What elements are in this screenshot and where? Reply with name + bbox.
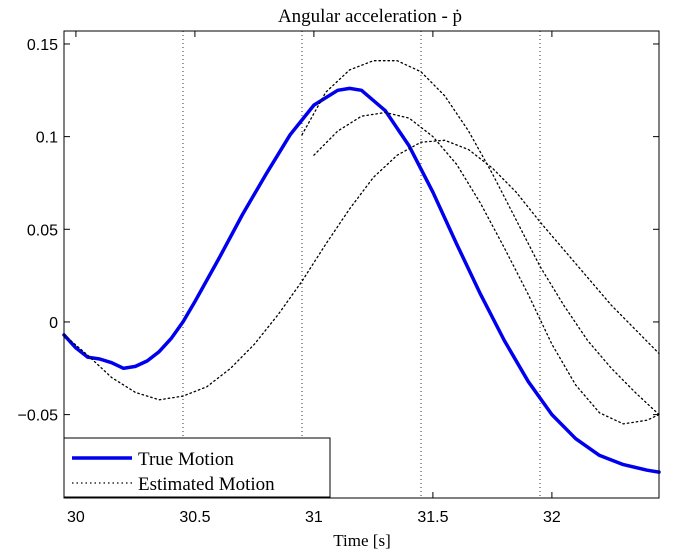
x-tick-label-4: 32	[543, 509, 561, 526]
y-tick-label-0: −0.05	[18, 408, 59, 425]
legend-true-motion-label: True Motion	[138, 449, 234, 470]
chart-title: Angular acceleration - ṗ	[278, 6, 462, 27]
vertical-reference-lines	[182, 31, 660, 498]
series-estimated-motion-line-1	[63, 139, 660, 401]
legend-estimated-motion-label: Estimated Motion	[138, 474, 275, 495]
x-tick-label-1: 30.5	[179, 509, 210, 526]
x-tick-label-2: 31	[305, 509, 323, 526]
series-layer	[62, 60, 661, 474]
y-tick-label-1: 0	[49, 315, 58, 332]
y-tick-label-2: 0.05	[27, 222, 58, 239]
x-tick-label-3: 31.5	[417, 509, 448, 526]
x-axis-label: Time [s]	[333, 531, 390, 550]
plot-area-frame	[63, 30, 660, 499]
legend: True Motion Estimated Motion	[63, 437, 331, 498]
series-estimated-motion-line-2	[301, 60, 660, 416]
y-tick-label-3: 0.1	[36, 130, 58, 147]
series-estimated-motion-line-3	[313, 111, 660, 425]
y-axis-ticks: −0.05 0 0.05 0.1 0.15	[18, 37, 659, 425]
x-axis-ticks: 30 30.5 31 31.5 32	[67, 31, 561, 526]
x-tick-label-0: 30	[67, 509, 85, 526]
legend-box	[63, 437, 331, 498]
series-true-motion-line	[62, 86, 661, 474]
y-tick-label-4: 0.15	[27, 37, 58, 54]
